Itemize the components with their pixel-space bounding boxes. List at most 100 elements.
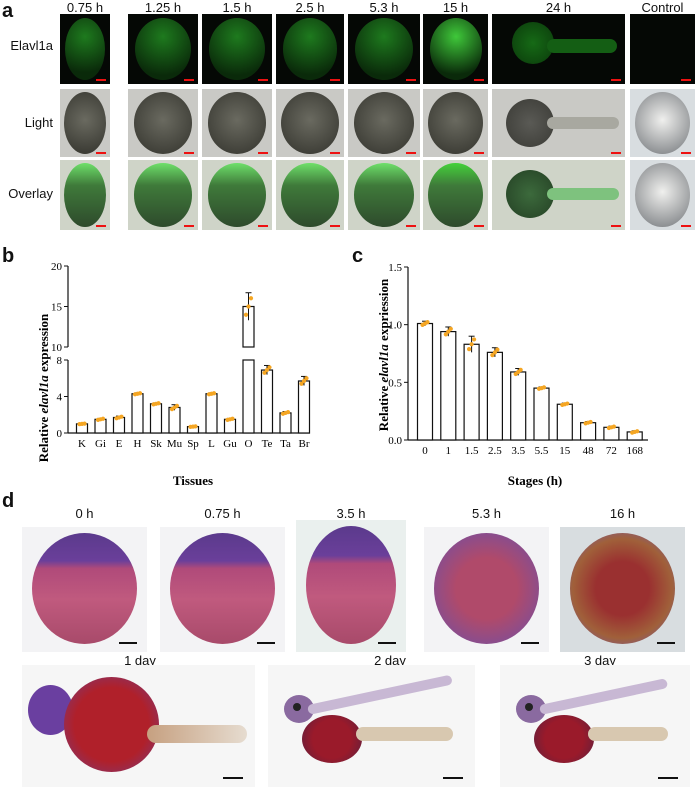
- time-label-d-0: 0 h: [75, 506, 94, 521]
- image-a-r1-c1: [128, 89, 198, 157]
- image-a-r0-c7: [630, 14, 695, 84]
- data-point-1-2: [448, 326, 453, 331]
- time-label-d-4: 16 h: [609, 506, 636, 521]
- image-a-r2-c7: [630, 160, 695, 230]
- image-a-r2-c2: [202, 160, 272, 230]
- scale-bar: [406, 152, 416, 154]
- chart-c-ylabel-gene: elavl1a: [376, 344, 391, 383]
- scale-bar: [681, 225, 691, 227]
- data-point-K-2: [82, 421, 87, 426]
- data-point-E-2: [119, 414, 124, 419]
- data-point-Br-0: [299, 381, 304, 386]
- tick-label-Gu: Gu: [223, 438, 237, 450]
- tick-label-Te: Te: [262, 438, 273, 450]
- tick-label-Br: Br: [299, 438, 310, 450]
- data-point-2.5-0: [490, 353, 495, 358]
- scale-bar: [406, 225, 416, 227]
- data-point-3.5-2: [518, 367, 523, 372]
- bar-L: [205, 393, 218, 434]
- chart-b-ylabel: Relative elavl1a expression: [36, 313, 51, 462]
- y-tick-0.0: 0.0: [388, 435, 402, 447]
- scale-bar: [611, 79, 621, 81]
- image-a-r0-c0: [60, 14, 110, 84]
- data-point-Te-2: [267, 365, 272, 370]
- bar-Te: [260, 369, 274, 434]
- data-point-1.5-2: [472, 337, 477, 342]
- image-a-r1-c3: [276, 89, 344, 157]
- scale-bar: [330, 225, 340, 227]
- bar-Br: [297, 380, 311, 434]
- tick-label-1: 1: [446, 445, 452, 457]
- bar-H: [131, 393, 144, 434]
- row-label-overlay: Overlay: [8, 186, 53, 201]
- image-a-r2-c5: [423, 160, 488, 230]
- data-point-Sk-2: [156, 401, 161, 406]
- wish-image-4: [560, 527, 685, 652]
- image-a-r1-c4: [348, 89, 420, 157]
- bar-0: [416, 322, 434, 441]
- scale-bar: [681, 79, 691, 81]
- data-point-H-2: [137, 391, 143, 396]
- time-label-a-4: 5.3 h: [369, 0, 399, 15]
- chart-c-ylabel: Relative elavl1a expriession: [376, 278, 391, 431]
- image-a-r2-c6: [492, 160, 625, 230]
- time-label-a-1: 1.25 h: [144, 0, 182, 15]
- wish-larva-image-2: [500, 665, 690, 787]
- image-a-r1-c0: [60, 89, 110, 157]
- data-point-Mu-2: [174, 403, 180, 408]
- tick-label-48: 48: [583, 445, 595, 457]
- data-point-15-2: [565, 401, 570, 406]
- scale-bar: [474, 152, 484, 154]
- time-label-a-7: Control: [641, 0, 684, 15]
- data-point-O-2: [248, 296, 254, 301]
- day-label-d-2: 3 day: [584, 653, 616, 668]
- day-label-d-1: 2 day: [374, 653, 406, 668]
- scale-bar: [257, 642, 275, 644]
- panel-label-a: a: [2, 0, 14, 22]
- bar-1: [440, 330, 457, 441]
- row-label-light: Light: [24, 115, 53, 130]
- image-a-r0-c3: [276, 14, 344, 84]
- tick-label-K: K: [78, 438, 86, 450]
- wish-larva-image-1: [268, 665, 475, 787]
- panel-label-c: c: [352, 245, 364, 267]
- scale-bar: [378, 642, 396, 644]
- scale-bar: [611, 152, 621, 154]
- chart-b-ylabel-suffix: expression: [36, 313, 51, 375]
- tick-label-Sk: Sk: [150, 438, 162, 450]
- time-label-a-6: 24 h: [545, 0, 572, 15]
- bar-Ta: [279, 412, 292, 434]
- scale-bar: [258, 79, 268, 81]
- tick-label-2.5: 2.5: [488, 445, 502, 457]
- scale-bar: [96, 79, 106, 81]
- tick-label-H: H: [134, 438, 142, 450]
- chart-b-xlabel: Tissues: [173, 473, 213, 488]
- bar-48: [580, 422, 597, 441]
- image-a-r1-c7: [630, 89, 695, 157]
- data-point-2.5-2: [495, 347, 500, 352]
- y-tick-1.0: 1.0: [388, 320, 402, 332]
- scale-bar: [681, 152, 691, 154]
- scale-bar: [474, 79, 484, 81]
- data-point-72-2: [611, 424, 616, 429]
- tick-label-E: E: [116, 438, 123, 450]
- panel-label-b: b: [2, 245, 15, 267]
- wish-image-3: [424, 527, 549, 652]
- data-point-Ta-2: [285, 410, 291, 415]
- tick-label-Sp: Sp: [187, 438, 199, 450]
- time-label-d-3: 5.3 h: [472, 506, 501, 521]
- wish-image-0: [22, 527, 147, 652]
- y-tick-15: 15: [51, 302, 63, 314]
- bar-Sk: [149, 403, 163, 434]
- y-tick-10: 10: [51, 342, 63, 354]
- time-label-a-3: 2.5 h: [295, 0, 325, 15]
- y-tick-0.5: 0.5: [388, 377, 402, 389]
- tick-label-O: O: [245, 438, 253, 450]
- data-point-Gu-2: [230, 416, 235, 421]
- tick-label-72: 72: [606, 445, 617, 457]
- scale-bar: [611, 225, 621, 227]
- wish-larva-image-0: [22, 665, 255, 787]
- image-a-r0-c5: [423, 14, 488, 84]
- data-point-O-0: [243, 312, 249, 317]
- scale-bar: [258, 225, 268, 227]
